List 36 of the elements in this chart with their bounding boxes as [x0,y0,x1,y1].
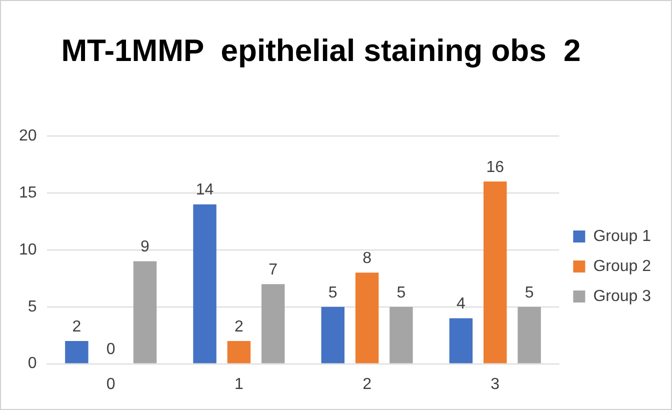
x-tick-label: 1 [234,376,244,393]
bar [321,306,344,364]
data-label: 2 [72,318,82,336]
data-label: 4 [456,296,466,313]
legend-label: Group 1 [593,228,652,245]
data-label: 0 [106,341,116,358]
data-label: 8 [362,250,372,268]
x-tick-label: 2 [362,376,372,393]
y-tick-label: 0 [28,355,37,372]
chart-title: MT-1MMP epithelial staining obs 2 [61,32,581,70]
x-tick-label: 0 [106,376,116,393]
bar [355,272,379,364]
data-label: 9 [140,238,150,256]
data-label: 7 [268,261,278,278]
data-label: 5 [524,284,534,302]
data-label: 2 [234,318,244,336]
y-tick-label: 5 [28,298,37,316]
bar [261,284,285,364]
bar [518,306,541,364]
x-tick-label: 3 [490,376,500,393]
bar [484,182,507,364]
y-tick-label: 20 [19,127,37,144]
data-label: 5 [328,284,338,302]
bar [227,341,251,364]
legend-label: Group 2 [593,258,652,275]
bar [193,204,216,364]
bar [65,341,88,364]
y-tick-label: 15 [19,184,37,202]
data-label: 14 [196,182,214,199]
legend-label: Group 3 [593,288,652,305]
bar [133,261,157,364]
y-tick-label: 10 [19,241,37,258]
bar [449,318,473,364]
data-label: 16 [486,158,504,176]
bar [390,306,413,364]
data-label: 5 [396,284,406,302]
